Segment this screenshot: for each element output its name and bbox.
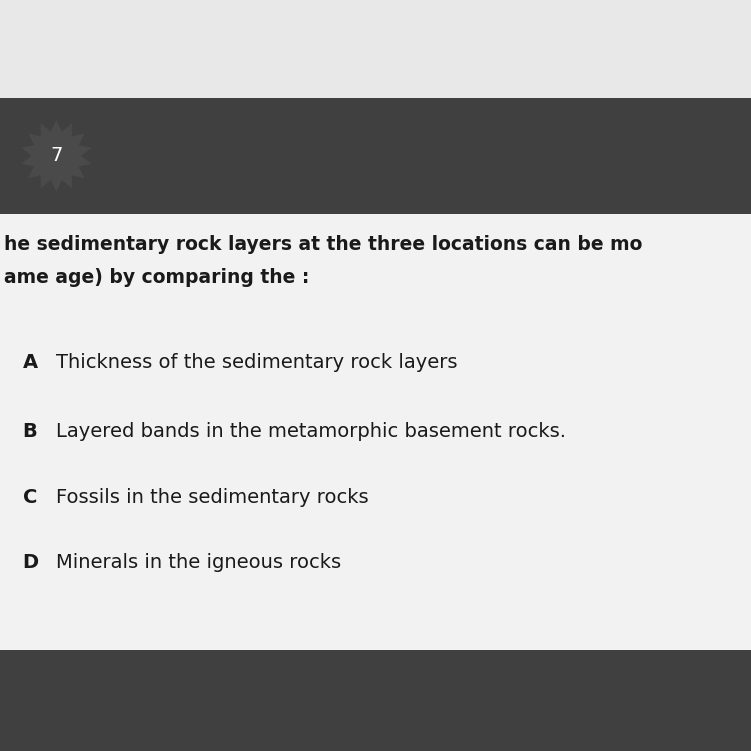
Text: ame age) by comparing the :: ame age) by comparing the :: [4, 268, 309, 288]
FancyBboxPatch shape: [0, 0, 751, 98]
Text: Fossils in the sedimentary rocks: Fossils in the sedimentary rocks: [56, 487, 369, 507]
FancyBboxPatch shape: [0, 214, 751, 650]
Text: B: B: [23, 422, 38, 442]
Text: 7: 7: [50, 146, 62, 165]
FancyBboxPatch shape: [0, 98, 751, 214]
Text: C: C: [23, 487, 37, 507]
FancyBboxPatch shape: [0, 650, 751, 751]
Text: Layered bands in the metamorphic basement rocks.: Layered bands in the metamorphic basemen…: [56, 422, 566, 442]
Text: he sedimentary rock layers at the three locations can be mo: he sedimentary rock layers at the three …: [4, 234, 642, 254]
Text: Thickness of the sedimentary rock layers: Thickness of the sedimentary rock layers: [56, 353, 458, 372]
Text: D: D: [23, 553, 38, 572]
Polygon shape: [21, 119, 92, 192]
Text: Minerals in the igneous rocks: Minerals in the igneous rocks: [56, 553, 342, 572]
Text: A: A: [23, 353, 38, 372]
